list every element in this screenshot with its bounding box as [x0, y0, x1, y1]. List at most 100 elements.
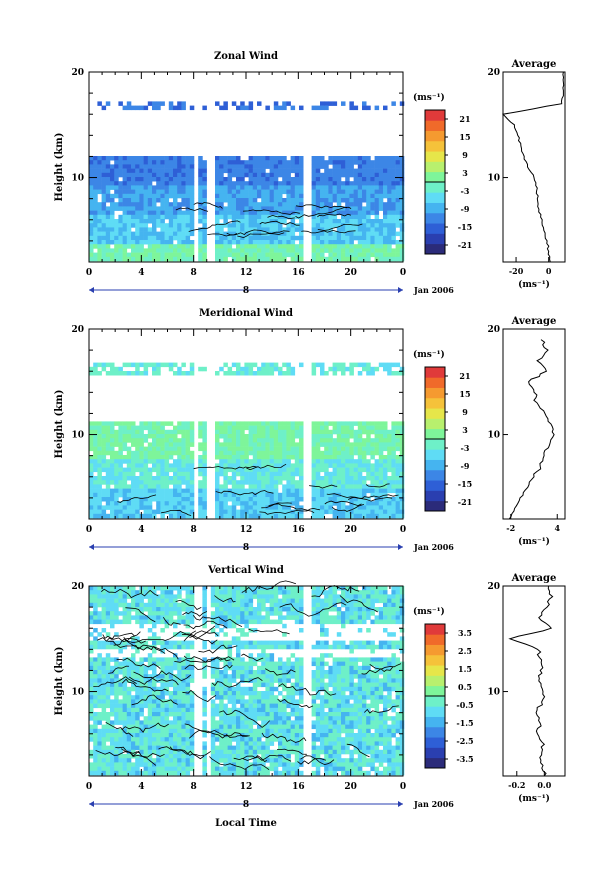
heatmap-cell — [101, 244, 107, 249]
heatmap-cell — [219, 105, 224, 111]
heatmap-cell — [269, 219, 275, 224]
heatmap-cell — [160, 160, 165, 165]
heatmap-cell — [105, 733, 111, 738]
heatmap-cell — [160, 227, 165, 232]
heatmap-cell — [135, 231, 140, 237]
heatmap-cell — [240, 429, 245, 435]
heatmap-cell — [164, 728, 170, 734]
heatmap-cell — [101, 741, 107, 746]
heatmap-cell — [261, 425, 266, 431]
heatmap-cell — [320, 463, 325, 468]
heatmap-cell — [349, 248, 354, 253]
heatmap-cell — [139, 602, 144, 608]
heatmap-cell — [311, 256, 317, 262]
heatmap-cell — [156, 509, 161, 515]
heatmap-cell — [349, 480, 354, 485]
heatmap-cell — [286, 240, 291, 245]
heatmap-cell — [173, 156, 178, 161]
heatmap-cell — [185, 623, 191, 629]
heatmap-cell — [378, 509, 384, 515]
heatmap-cell — [189, 657, 195, 662]
heatmap-cell — [152, 678, 157, 683]
heatmap-cell — [294, 501, 300, 506]
heatmap-cell — [105, 653, 111, 658]
heatmap-cell — [177, 202, 182, 207]
heatmap-cell — [383, 172, 388, 178]
heatmap-cell — [181, 619, 186, 625]
heatmap-cell — [328, 244, 333, 249]
heatmap-cell — [177, 724, 182, 730]
heatmap-cell — [147, 716, 153, 721]
heatmap-cell — [341, 455, 346, 460]
heatmap-cell — [126, 737, 132, 742]
heatmap-cell — [378, 362, 384, 368]
heatmap-cell — [336, 471, 342, 477]
heatmap-cell — [143, 733, 149, 738]
heatmap-cell — [173, 707, 178, 713]
heatmap-cell — [135, 442, 140, 447]
heatmap-cell — [345, 198, 350, 203]
heatmap-cell — [93, 686, 98, 692]
heatmap-cell — [332, 509, 338, 515]
heatmap-cell — [131, 164, 136, 169]
heatmap-cell — [93, 674, 98, 679]
heatmap-cell — [202, 762, 207, 767]
heatmap-cell — [139, 724, 144, 730]
heatmap-cell — [231, 421, 237, 426]
heatmap-cell — [219, 724, 224, 730]
heatmap-cell — [139, 442, 144, 447]
heatmap-cell — [185, 749, 191, 755]
heatmap-cell — [202, 202, 207, 207]
colorbar-tick-label: 3 — [462, 168, 468, 178]
heatmap-cell — [278, 438, 283, 443]
contour-line — [226, 229, 290, 236]
heatmap-cell — [362, 193, 367, 199]
heatmap-cell — [341, 156, 346, 161]
heatmap-cell — [341, 248, 346, 253]
heatmap-cell — [349, 467, 354, 473]
heatmap-cell — [101, 611, 107, 616]
heatmap-cell — [89, 244, 94, 249]
heatmap-cell — [357, 425, 363, 431]
heatmap-cell — [269, 421, 275, 426]
heatmap-cell — [399, 177, 405, 182]
heatmap-cell — [378, 421, 384, 426]
heatmap-cell — [387, 172, 392, 178]
heatmap-cell — [290, 463, 296, 468]
heatmap-cell — [202, 240, 207, 245]
heatmap-cell — [177, 252, 182, 258]
heatmap-cell — [370, 181, 375, 186]
heatmap-cell — [152, 227, 157, 232]
heatmap-cell — [391, 235, 396, 241]
heatmap-cell — [152, 682, 157, 688]
heatmap-cell — [135, 649, 140, 654]
heatmap-cell — [341, 181, 346, 186]
heatmap-cell — [349, 256, 354, 262]
heatmap-cell — [362, 480, 367, 485]
heatmap-cell — [122, 206, 128, 211]
heatmap-cell — [366, 177, 371, 182]
heatmap-cell — [168, 210, 174, 216]
heatmap-cell — [345, 509, 350, 515]
heatmap-cell — [341, 214, 346, 220]
heatmap-cell — [236, 471, 241, 477]
heatmap-cell — [114, 442, 119, 447]
heatmap-cell — [219, 509, 224, 515]
heatmap-cell — [202, 674, 207, 679]
heatmap-cell — [227, 762, 233, 767]
heatmap-cell — [97, 488, 102, 494]
heatmap-cell — [189, 661, 195, 667]
heatmap-cell — [248, 463, 254, 468]
heatmap-cell — [240, 425, 245, 431]
heatmap-cell — [185, 206, 191, 211]
heatmap-cell — [257, 156, 262, 161]
heatmap-cell — [290, 223, 296, 228]
heatmap-cell — [189, 231, 195, 237]
heatmap-cell — [168, 492, 174, 498]
heatmap-cell — [143, 513, 149, 519]
x-tick-label: 20 — [344, 268, 357, 278]
heatmap-cell — [164, 438, 170, 443]
heatmap-cell — [387, 210, 392, 216]
heatmap-cell — [135, 160, 140, 165]
heatmap-cell — [177, 509, 182, 515]
